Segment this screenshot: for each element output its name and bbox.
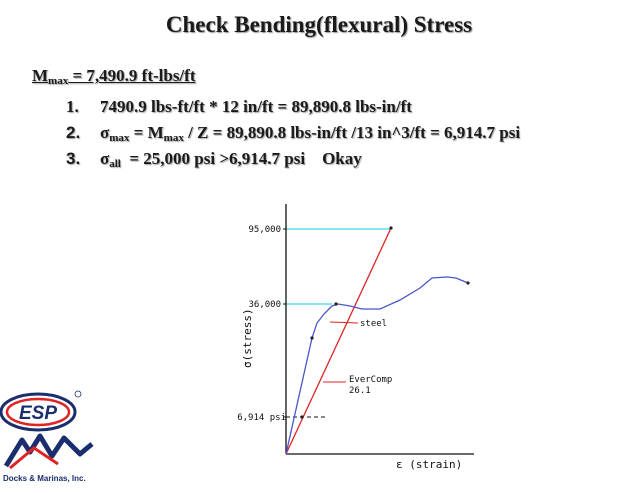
- step-number: 2.: [66, 123, 81, 142]
- step-text: = 25,000 psi >6,914.7 psi Okay: [120, 149, 362, 168]
- evercomp-series-line: [285, 227, 392, 455]
- mmax-value: = 7,490.9 ft-lbs/ft: [68, 66, 196, 85]
- mmax-symbol: M: [32, 66, 49, 85]
- m-subscript: max: [163, 132, 184, 144]
- step-text: / Z = 89,890.8 lbs-in/ft /13 in^3/ft = 6…: [183, 123, 521, 142]
- slide-title: Check Bending(flexural) Stress: [165, 12, 473, 37]
- evercomp-label-line2: 26.1: [349, 386, 371, 396]
- stress-6914-point: [300, 415, 304, 419]
- mmax-line: Mmax = 7,490.9 ft-lbs/ft: [32, 66, 196, 87]
- logo-ring-outer: [0, 392, 77, 432]
- logo-caption: Docks & Marinas, Inc.: [3, 474, 86, 483]
- logo-ring-inner: [5, 397, 71, 427]
- stress-strain-chart: 95,000 36,000 6,914 psi σ(stress) ε (str…: [237, 204, 474, 471]
- evercomp-label-line1: EverComp: [349, 375, 392, 385]
- steel-point: [466, 281, 470, 285]
- step-2: 2. σmax = Mmax / Z = 89,890.8 lbs-in/ft /…: [66, 123, 521, 144]
- registered-mark: [74, 390, 82, 398]
- evercomp-point: [389, 226, 393, 230]
- step-number: 3.: [66, 149, 81, 168]
- sigma-symbol: σ: [100, 123, 110, 142]
- step-text: 7490.9 lbs-ft/ft * 12 in/ft = 89,890.8 l…: [100, 97, 412, 116]
- logo-waves: [3, 433, 94, 468]
- step-3: 3. σall = 25,000 psi >6,914.7 psi Okay: [66, 149, 362, 170]
- esp-logo: ESP: [0, 390, 94, 470]
- equals-m: = M: [129, 123, 164, 142]
- x-axis-label: ε (strain): [396, 458, 462, 471]
- y-tick-label-36000: 36,000: [248, 300, 281, 310]
- steel-label: steel: [360, 319, 387, 329]
- steel-point: [310, 336, 314, 340]
- sigma-subscript: max: [109, 132, 130, 144]
- steel-point: [334, 302, 338, 306]
- sigma-subscript: all: [109, 158, 121, 170]
- steel-series-line: [285, 276, 469, 455]
- steel-leader-line: [329, 321, 359, 324]
- logo-accent: [9, 446, 59, 470]
- y-axis-label: σ(stress): [241, 308, 254, 368]
- sigma-symbol: σ: [100, 149, 110, 168]
- logo-mark: ESP: [19, 403, 57, 424]
- step-1: 1. 7490.9 lbs-ft/ft * 12 in/ft = 89,890.8…: [66, 97, 412, 117]
- mmax-subscript: max: [48, 75, 69, 87]
- step-number: 1.: [66, 97, 79, 116]
- y-tick-label-95000: 95,000: [248, 225, 281, 235]
- y-tick-label-6914: 6,914 psi: [237, 413, 286, 423]
